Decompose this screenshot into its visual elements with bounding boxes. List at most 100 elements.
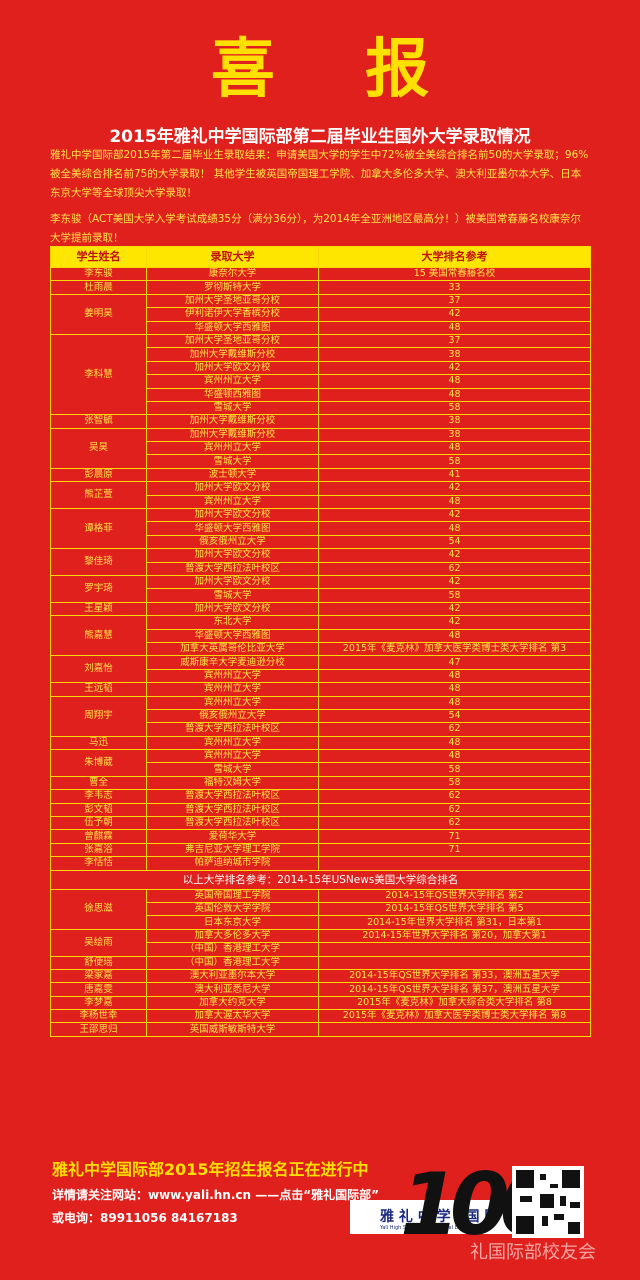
- table-row: 李梦嘉 加拿大约克大学 2015年《麦克林》加拿大综合类大学排名 第8: [50, 995, 591, 1011]
- university-name: 华盛顿大学西雅图: [146, 628, 319, 643]
- university-name: 加州大学戴维斯分校: [146, 427, 319, 443]
- website-line[interactable]: 详情请关注网站：www.yali.hn.cn ——点击“雅礼国际部”: [52, 1188, 380, 1202]
- table-row: 刘嘉怡 威斯康辛大学麦迪逊分校 47: [50, 655, 591, 684]
- table-row: 华盛顿大学西雅图 48: [51, 521, 591, 536]
- table-row: 黎佳琦 加州大学欧文分校 42: [50, 548, 591, 576]
- watermark-text: 礼国际部校友会: [470, 1242, 596, 1263]
- university-name: 宾州州立大学: [146, 749, 319, 764]
- ranking-value: 2014-15年QS世界大学排名 第5: [318, 901, 591, 917]
- university-name: 华盛顿大学西雅图: [146, 320, 319, 335]
- ranking-value: 42: [318, 481, 591, 496]
- university-name: 宾州州立大学: [146, 441, 319, 456]
- ranking-value: 2014-15年世界大学排名 第31，日本第1: [318, 915, 591, 930]
- university-name: 普渡大学西拉法叶校区: [146, 561, 319, 576]
- ranking-value: 42: [318, 548, 591, 563]
- ranking-value: 48: [318, 441, 591, 456]
- university-name: 日本东京大学: [146, 915, 319, 930]
- ranking-value: 47: [318, 655, 591, 670]
- student-name: 朱博葳: [50, 749, 147, 777]
- university-name: 宾州州立大学: [146, 494, 319, 510]
- ranking-value: 58: [318, 762, 591, 777]
- university-name: 加拿大约克大学: [146, 995, 319, 1011]
- university-name: 英国帝国理工学院: [146, 888, 319, 903]
- university-name: 加州大学戴维斯分校: [146, 347, 319, 362]
- student-name: 梁家嘉: [50, 968, 147, 984]
- table-row: 熊芷萱 加州大学欧文分校 42: [50, 481, 591, 510]
- table-row: 李杨世幸 加拿大渥太华大学 2015年《麦克林》加拿大医学类博士类大学排名 第8: [50, 1009, 591, 1024]
- ranking-value: 38: [318, 414, 591, 429]
- headline: 喜 报: [210, 33, 464, 107]
- student-name: 李韦志: [50, 789, 147, 804]
- ranking-value: 42: [318, 307, 591, 322]
- table-row: 加州大学欧文分校 42: [51, 360, 591, 376]
- student-name: 曹全: [50, 775, 147, 791]
- table-row: 俄亥俄州立大学 54: [51, 708, 591, 724]
- ranking-value: 48: [318, 521, 591, 536]
- university-name: 加州大学欧文分校: [146, 508, 319, 523]
- university-name: 华盛顿西雅图: [146, 387, 319, 402]
- ranking-value: 2014-15年QS世界大学排名 第33，澳洲五星大学: [318, 968, 591, 984]
- ranking-value: 41: [318, 467, 591, 483]
- university-name: 雪城大学: [146, 588, 319, 603]
- table-row: 熊嘉慧 东北大学 42: [50, 615, 591, 657]
- university-name: 弗吉尼亚大学理工学院: [146, 842, 319, 858]
- university-name: 俄亥俄州立大学: [146, 708, 319, 724]
- ranking-value: 58: [318, 454, 591, 469]
- university-name: 康奈尔大学: [146, 266, 319, 282]
- ranking-value: 37: [318, 293, 591, 309]
- ranking-value: 38: [318, 427, 591, 443]
- university-name: 加州大学圣地亚哥分校: [146, 333, 319, 349]
- university-name: 普渡大学西拉法叶校区: [146, 816, 319, 831]
- table-row: 杜雨晨 罗彻斯特大学 33: [50, 280, 591, 295]
- ranking-value: 48: [318, 320, 591, 335]
- student-name: 谭格菲: [50, 508, 147, 550]
- student-name: 舒便瑶: [50, 955, 147, 970]
- table-row: 雪城大学 58: [51, 762, 591, 777]
- university-name: 宾州州立大学: [146, 374, 319, 389]
- table-row: 曾麒霖 爱荷华大学 71: [50, 829, 591, 844]
- table-row: 谭格菲 加州大学欧文分校 42: [50, 508, 591, 550]
- ranking-value: 2015年《麦克林》加拿大医学类博士类大学排名 第3: [318, 641, 591, 657]
- university-name: 加州大学欧文分校: [146, 481, 319, 496]
- student-name: 王星颖: [50, 601, 147, 617]
- student-name: 刘嘉怡: [50, 655, 147, 684]
- ranking-value: 15 美国常春藤名校: [318, 266, 591, 282]
- student-name: 吴昊: [50, 427, 147, 469]
- university-name: 雪城大学: [146, 400, 319, 416]
- student-name: 彭晨原: [50, 467, 147, 483]
- table-row: 宾州州立大学 48: [51, 374, 591, 389]
- student-name: 熊芷萱: [50, 481, 147, 510]
- ranking-value: [318, 942, 591, 957]
- university-name: 加州大学欧文分校: [146, 360, 319, 376]
- table-row: 张嘉浴 弗吉尼亚大学理工学院 71: [50, 842, 591, 858]
- table-row: 彭文韬 普渡大学西拉法叶校区 62: [50, 802, 591, 818]
- qr-code-icon[interactable]: [512, 1166, 584, 1238]
- university-name: 加州大学欧文分校: [146, 601, 319, 617]
- student-name: 唐嘉雯: [50, 982, 147, 997]
- table-row: 周翔宇 宾州州立大学 48: [50, 695, 591, 737]
- admissions-table: 学生姓名 录取大学 大学排名参考 李东骏 康奈尔大学 15 美国常春藤名校 杜雨晨 罗彻…: [50, 246, 591, 1037]
- university-name: 伊利诺伊大学香槟分校: [146, 307, 319, 322]
- table-row: 王星颖 加州大学欧文分校 42: [50, 601, 591, 617]
- university-name: 普渡大学西拉法叶校区: [146, 789, 319, 804]
- student-name: 王邵思归: [50, 1022, 147, 1037]
- student-name: 张嘉浴: [50, 842, 147, 858]
- school-logo: 雅 礼 中 学 | 国 际 部: [380, 1209, 518, 1225]
- student-name: 吴绘雨: [50, 928, 147, 957]
- header-student-name: 学生姓名: [50, 246, 147, 268]
- ranking-value: 48: [318, 628, 591, 643]
- student-name: 罗宇琦: [50, 574, 147, 603]
- section-note-row: 以上大学排名参考：2014-15年USNews美国大学综合排名: [50, 869, 591, 890]
- ranking-value: 54: [318, 708, 591, 724]
- ranking-value: 48: [318, 695, 591, 710]
- ranking-value: 33: [318, 280, 591, 295]
- table-row: 吴昊 加州大学戴维斯分校 38: [50, 427, 591, 469]
- university-name: 福特汉姆大学: [146, 775, 319, 791]
- university-name: 英国威斯敏斯特大学: [146, 1022, 319, 1037]
- student-name: 张智毓: [50, 414, 147, 429]
- student-name: 李科慧: [50, 333, 147, 416]
- ranking-value: 48: [318, 374, 591, 389]
- student-name: 马迅: [50, 735, 147, 751]
- student-name: 熊嘉慧: [50, 615, 147, 657]
- ranking-value: [318, 1022, 591, 1037]
